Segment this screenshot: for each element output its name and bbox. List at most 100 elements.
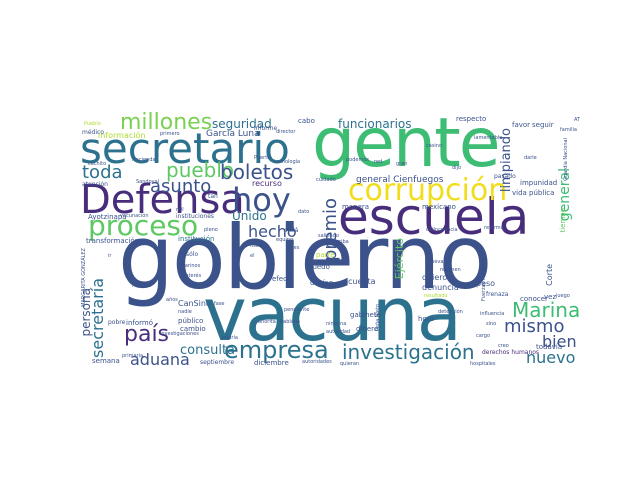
word: fiscalía — [250, 243, 268, 249]
word: médico — [82, 129, 104, 136]
word: país — [124, 322, 170, 347]
word: bien — [542, 332, 577, 351]
word: cabo — [298, 117, 315, 125]
word: Fuerzas Armadas — [481, 258, 487, 301]
word: MARGARITA GONZÁLEZ — [81, 248, 87, 307]
word: público — [178, 317, 204, 325]
word: juego — [556, 293, 570, 299]
word: Hacienda — [132, 157, 156, 163]
word: semana — [92, 357, 120, 365]
word: ahorita — [258, 319, 276, 325]
word: pobre — [108, 319, 126, 326]
word: dinero — [356, 325, 379, 333]
word: consulta — [180, 343, 236, 358]
word: mil — [176, 207, 184, 213]
word: gente — [312, 108, 501, 183]
word: cambio — [180, 325, 206, 333]
word: atención — [82, 181, 108, 188]
word: decían — [310, 279, 334, 287]
word: Ejército — [393, 238, 406, 280]
word: quieran — [340, 361, 360, 367]
word: dato — [298, 209, 310, 215]
word: años — [166, 297, 178, 303]
word: autoridades — [302, 359, 332, 365]
word: respecto — [456, 115, 487, 123]
word: Unido — [232, 209, 267, 223]
word: peso — [476, 279, 496, 288]
word: asunto — [150, 176, 212, 197]
word: gobierno — [118, 206, 492, 309]
word: familia — [560, 127, 577, 133]
word: dijo — [452, 165, 462, 171]
word: pasado — [494, 173, 516, 180]
word: millones — [120, 110, 213, 135]
word: Sandoval — [136, 179, 160, 185]
word: seguir — [532, 121, 554, 129]
word: empresa — [224, 336, 329, 364]
word-cloud-panel: gobierno vacuna gente escuela secretario… — [80, 108, 588, 372]
word: denuncia — [422, 283, 459, 292]
word: frenaza — [486, 291, 509, 298]
word: tecnología — [274, 159, 301, 165]
word: cachito — [88, 161, 107, 167]
word: Puerto — [254, 155, 271, 161]
word: mexicano — [422, 203, 456, 211]
word: diciembre — [254, 359, 289, 367]
word: García Luna — [206, 129, 260, 139]
word: institución — [178, 235, 215, 243]
word: Peña Nieto — [375, 304, 381, 331]
word: secretario — [80, 124, 290, 173]
word: autoridad — [326, 329, 351, 335]
word: quiero — [422, 273, 448, 282]
word: cuidado — [316, 177, 336, 183]
word: investigaciones — [160, 331, 199, 337]
word: banco — [132, 301, 148, 307]
word: ninguna — [326, 321, 347, 327]
word: director — [276, 129, 296, 135]
word: investigación — [342, 340, 475, 364]
word: CanSino — [178, 299, 211, 308]
word: informó — [126, 319, 153, 327]
word: Pueblo — [84, 121, 101, 127]
word: información — [98, 131, 146, 140]
word: proceso — [88, 209, 199, 242]
word: septiembre — [200, 359, 235, 366]
word: régimen — [440, 267, 461, 273]
word: tiempo — [559, 208, 567, 233]
word: darle — [524, 155, 537, 161]
word: todavía — [536, 343, 563, 351]
word: saliendo — [318, 233, 339, 239]
word: nuevo — [526, 348, 576, 367]
word: corrupción — [348, 173, 508, 208]
word: hora — [418, 315, 434, 323]
word: escuela — [338, 188, 530, 246]
word: toda — [82, 162, 123, 183]
word: hospitales — [470, 361, 496, 367]
word: ojalá — [284, 227, 299, 234]
word: equipo — [276, 237, 294, 243]
word: recurso — [252, 179, 282, 188]
word: red — [374, 159, 383, 165]
word: pueblo — [166, 158, 235, 182]
word: vacunación — [120, 213, 149, 219]
word: conocer — [520, 295, 548, 303]
word: Defensa — [80, 177, 245, 223]
word: delincuencia — [426, 227, 458, 233]
word: gabinete — [350, 311, 381, 319]
word: gran — [396, 161, 408, 167]
word: detención — [438, 309, 463, 315]
word: puedo — [308, 263, 330, 271]
word: podemos — [346, 157, 370, 163]
word: impunidad — [520, 179, 558, 187]
word: AT — [574, 117, 581, 123]
word: parte — [316, 251, 335, 259]
word: reforma — [484, 225, 504, 231]
word: primaria — [122, 353, 144, 359]
word: hoy — [232, 181, 291, 219]
word: cuenta — [348, 277, 376, 286]
word: resultado — [424, 293, 448, 299]
word: Marina — [512, 298, 581, 322]
word: sino — [486, 321, 497, 327]
word: Muchas — [132, 283, 152, 289]
